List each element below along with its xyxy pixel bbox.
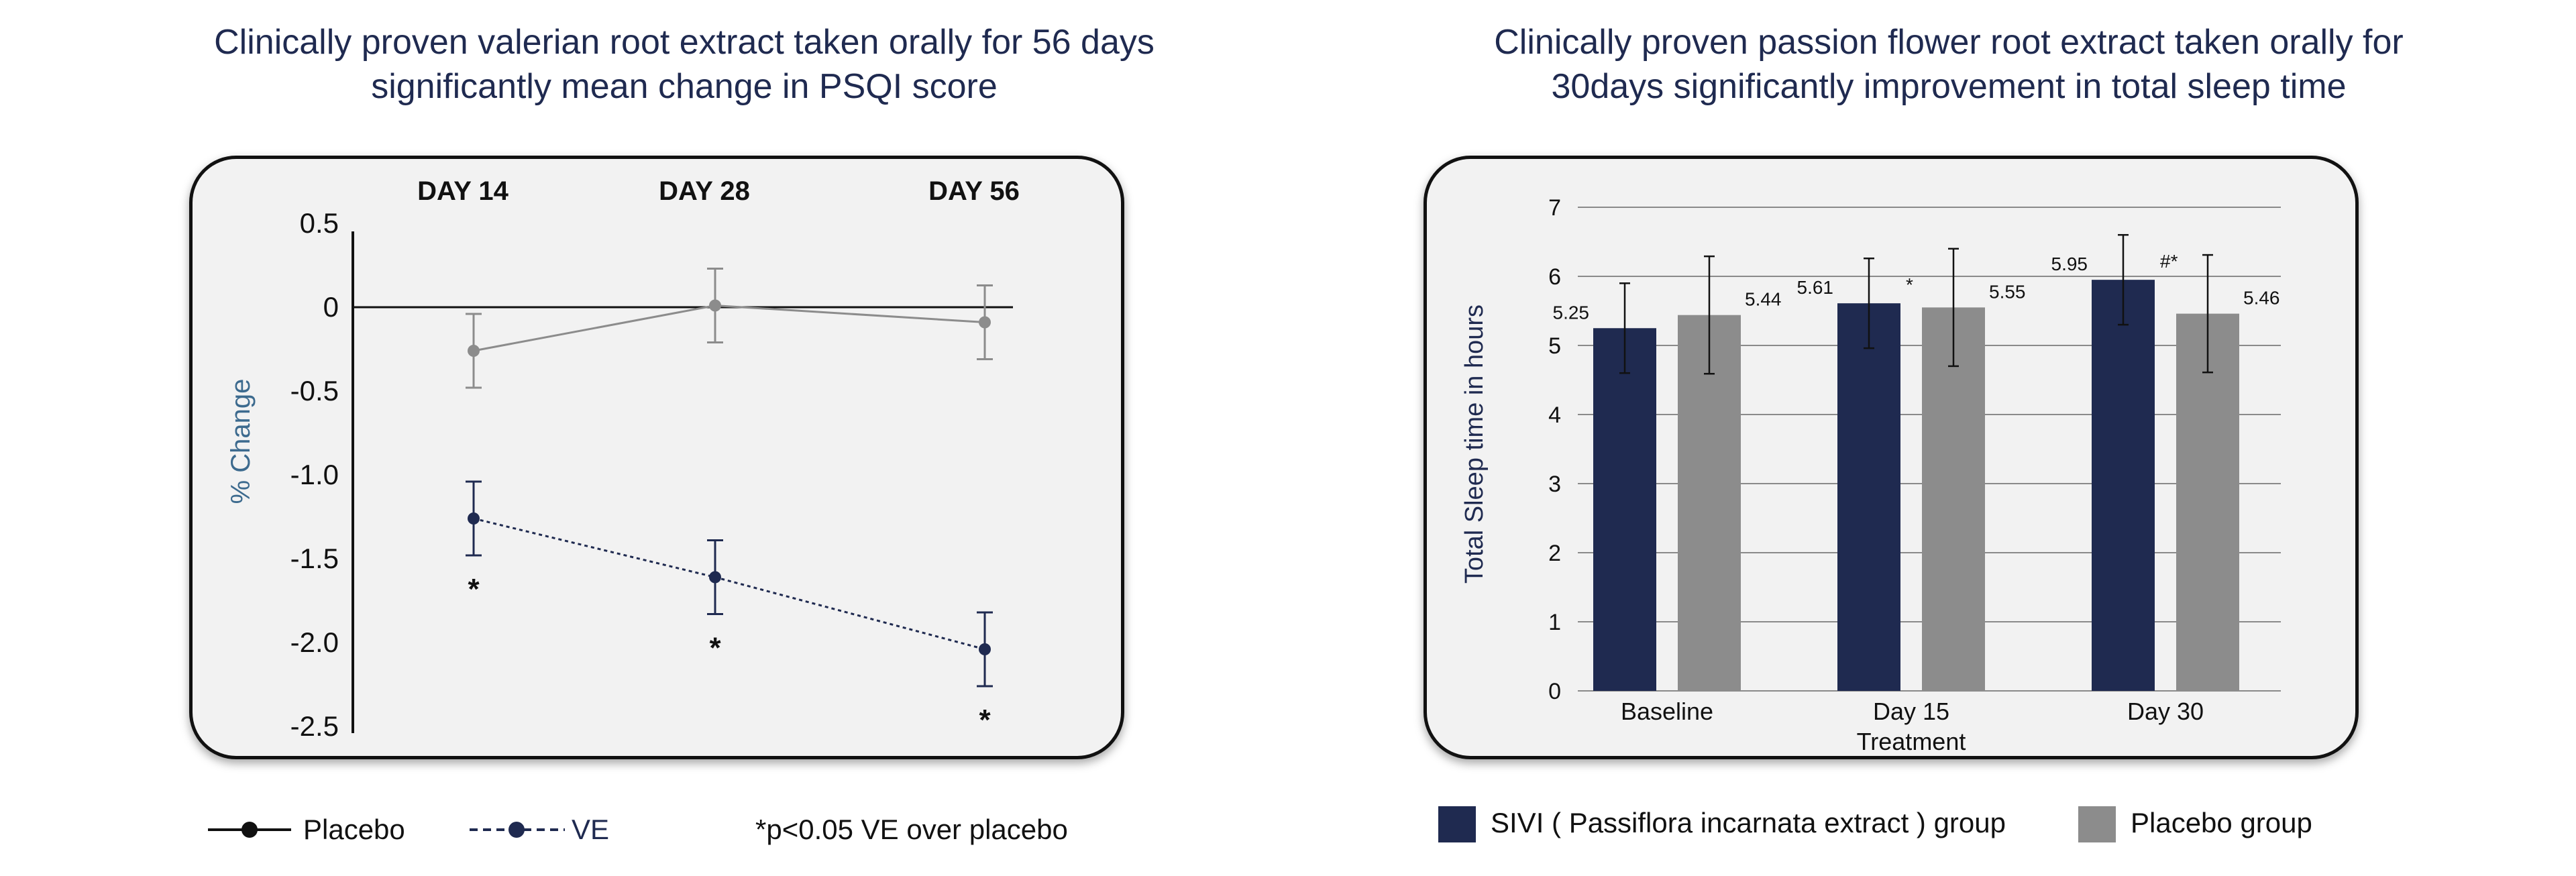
bar bbox=[1922, 307, 1985, 692]
y-tick-label: 3 bbox=[1548, 472, 1561, 497]
placebo-legend-label: Placebo bbox=[303, 814, 405, 845]
placebo-group-legend-swatch bbox=[2078, 806, 2116, 842]
y-tick-label: 1 bbox=[1548, 610, 1561, 635]
y-tick-label: -2.5 bbox=[290, 710, 339, 742]
y-tick-label: 4 bbox=[1548, 402, 1561, 428]
left-title-line-2: significantly mean change in PSQI score bbox=[371, 67, 998, 106]
data-label: 5.95 bbox=[2051, 254, 2088, 274]
significance-marker: #* bbox=[2160, 251, 2178, 272]
left-chart-title: Clinically proven valerian root extract … bbox=[121, 20, 1248, 109]
category-label: DAY 14 bbox=[417, 176, 508, 206]
y-tick-label: 0 bbox=[1548, 679, 1561, 704]
y-tick-label: 0 bbox=[323, 291, 339, 323]
x-tick-label: Day 30 bbox=[2127, 698, 2204, 725]
significance-marker: * bbox=[709, 632, 721, 665]
data-point bbox=[979, 643, 991, 655]
right-title-line-1: Clinically proven passion flower root ex… bbox=[1494, 23, 2404, 62]
significance-marker: * bbox=[979, 704, 991, 736]
data-point bbox=[468, 345, 480, 357]
category-label: DAY 56 bbox=[928, 176, 1020, 206]
y-tick-label: 5 bbox=[1548, 333, 1561, 359]
bar bbox=[1678, 315, 1741, 691]
significance-note: *p<0.05 VE over placebo bbox=[755, 814, 1068, 845]
right-title-line-2: 30days significantly improvement in tota… bbox=[1551, 67, 2347, 106]
y-tick-label: 6 bbox=[1548, 264, 1561, 290]
data-point bbox=[979, 316, 991, 329]
data-label: 5.44 bbox=[1745, 289, 1782, 310]
y-tick-label: -1.0 bbox=[290, 459, 339, 490]
data-point bbox=[709, 571, 721, 584]
placebo-legend-marker bbox=[208, 822, 291, 838]
significance-marker: * bbox=[468, 573, 480, 606]
left-chart-panel bbox=[189, 156, 1124, 759]
data-label: 5.46 bbox=[2243, 288, 2280, 309]
y-tick-label: 2 bbox=[1548, 541, 1561, 566]
placebo-group-legend-label: Placebo group bbox=[2131, 807, 2312, 838]
x-axis-title: Treatment bbox=[1857, 728, 1966, 755]
x-tick-label: Day 15 bbox=[1873, 698, 1949, 725]
right-chart-title: Clinically proven passion flower root ex… bbox=[1375, 20, 2522, 109]
bar bbox=[2176, 313, 2239, 691]
bar bbox=[1837, 303, 1900, 691]
significance-marker: * bbox=[1906, 274, 1913, 295]
sivi-legend-label: SIVI ( Passiflora incarnata extract ) gr… bbox=[1491, 807, 2006, 838]
ve-legend-marker bbox=[470, 822, 565, 838]
bar bbox=[2092, 280, 2155, 691]
y-tick-label: -0.5 bbox=[290, 375, 339, 406]
data-label: 5.25 bbox=[1553, 302, 1590, 323]
y-axis-title: % Change bbox=[226, 379, 256, 504]
data-point bbox=[709, 299, 721, 312]
left-title-line-1: Clinically proven valerian root extract … bbox=[214, 23, 1155, 62]
y-axis-title: Total Sleep time in hours bbox=[1460, 305, 1489, 584]
data-point bbox=[468, 512, 480, 525]
category-label: DAY 28 bbox=[659, 176, 750, 206]
data-label: 5.61 bbox=[1797, 277, 1834, 298]
x-tick-label: Baseline bbox=[1621, 698, 1713, 725]
y-tick-label: 7 bbox=[1548, 195, 1561, 221]
bar bbox=[1593, 328, 1656, 691]
data-label: 5.55 bbox=[1989, 281, 2026, 302]
y-tick-label: -1.5 bbox=[290, 543, 339, 574]
ve-legend-label: VE bbox=[572, 814, 610, 845]
sivi-legend-swatch bbox=[1438, 806, 1476, 842]
y-tick-label: -2.0 bbox=[290, 626, 339, 658]
y-tick-label: 0.5 bbox=[300, 207, 339, 239]
